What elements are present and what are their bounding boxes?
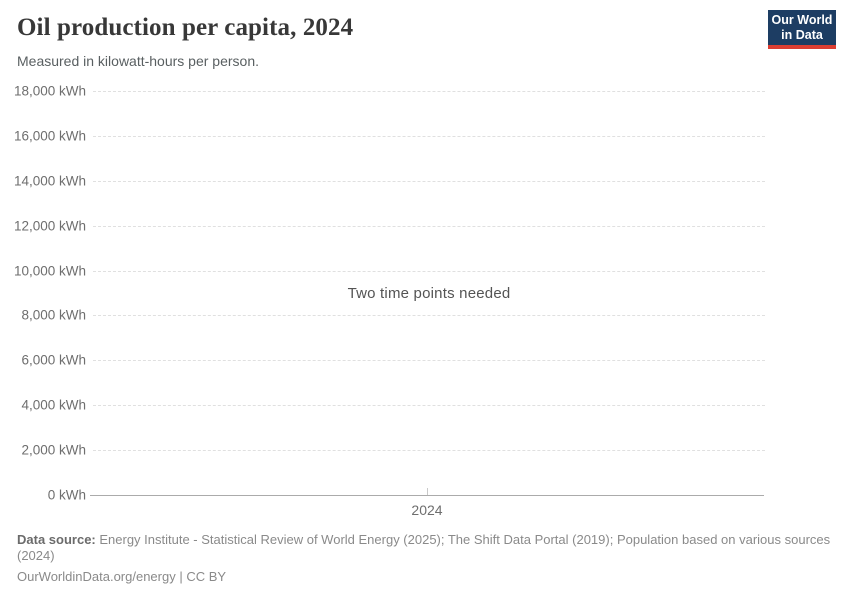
gridline	[93, 225, 765, 227]
y-axis-tick-label: 2,000 kWh	[21, 442, 86, 458]
empty-state-message: Two time points needed	[347, 285, 511, 302]
owid-url-link[interactable]: OurWorldinData.org/energy	[17, 569, 176, 584]
owid-logo-line1: Our World	[771, 12, 833, 27]
x-axis-tick-label: 2024	[411, 502, 443, 518]
data-source-line: Data source: Energy Institute - Statisti…	[17, 532, 831, 564]
chart-title: Oil production per capita, 2024	[17, 14, 354, 41]
y-axis-tick-label: 8,000 kWh	[21, 307, 86, 323]
y-axis-tick-label: 16,000 kWh	[13, 128, 86, 144]
chart-footer: Data source: Energy Institute - Statisti…	[17, 532, 831, 585]
footer-separator: |	[175, 569, 187, 584]
gridline	[93, 270, 765, 272]
gridline	[93, 91, 765, 92]
gridline	[93, 450, 765, 452]
data-source-label: Data source:	[17, 532, 96, 547]
x-axis-tick-mark	[427, 488, 428, 496]
license-line: OurWorldinData.org/energy | CC BY	[17, 569, 831, 585]
chart-subtitle: Measured in kilowatt-hours per person.	[17, 53, 260, 69]
y-axis-tick-label: 12,000 kWh	[13, 218, 86, 234]
y-axis-tick-label: 6,000 kWh	[21, 352, 86, 368]
y-axis-tick-label: 10,000 kWh	[13, 263, 86, 279]
x-axis-line	[90, 495, 764, 496]
gridline	[93, 135, 765, 137]
y-axis-tick-label: 18,000 kWh	[13, 83, 86, 99]
gridline	[93, 180, 765, 182]
gridline	[93, 315, 765, 317]
y-axis-tick-label: 0 kWh	[47, 487, 86, 503]
gridline	[93, 405, 765, 407]
cc-by-link[interactable]: CC BY	[186, 569, 227, 584]
owid-logo[interactable]: Our World in Data	[768, 10, 836, 49]
owid-logo-line2: in Data	[781, 27, 823, 42]
gridline	[93, 360, 765, 362]
data-source-text: Energy Institute - Statistical Review of…	[17, 532, 831, 563]
y-axis-tick-label: 4,000 kWh	[21, 397, 86, 413]
y-axis-tick-label: 14,000 kWh	[13, 173, 86, 189]
